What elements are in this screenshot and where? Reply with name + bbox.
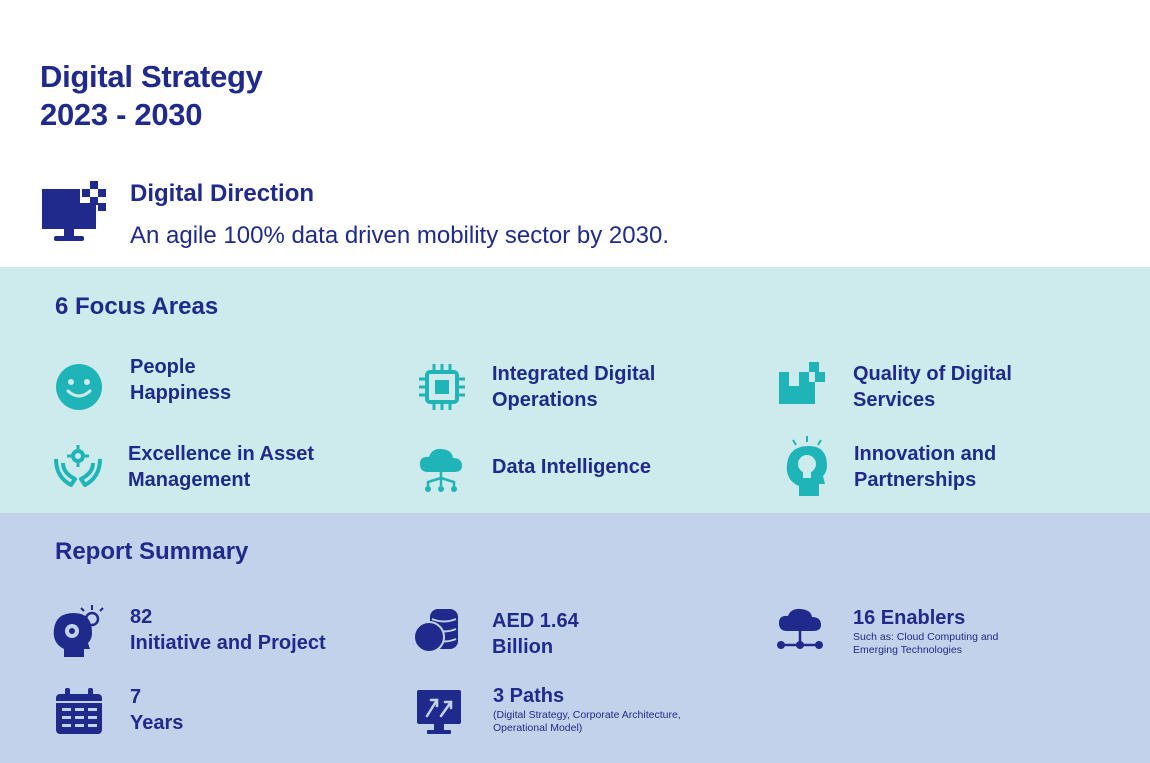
chip-icon	[419, 364, 465, 410]
focus-item-data-intelligence: Data Intelligence	[492, 456, 651, 478]
head-gear-bulb-icon	[53, 605, 104, 657]
focus-areas-title: 6 Focus Areas	[55, 293, 219, 320]
summary-item-paths: 3 Paths (Digital Strategy, Corporate Arc…	[493, 685, 681, 734]
summary-item-initiatives: 82 Initiative and Project	[130, 606, 326, 654]
focus-item-excellence-in-asset-management: Excellence in Asset Management	[128, 443, 315, 491]
summary-item-years: 7 Years	[130, 686, 184, 734]
pixel-blocks-icon	[779, 362, 825, 404]
head-bulb-icon	[786, 436, 827, 496]
direction-text: An agile 100% data driven mobility secto…	[130, 222, 669, 249]
monitor-arrows-icon	[417, 690, 461, 734]
focus-item-quality-of-digital-services: Quality of Digital Services	[853, 363, 1012, 411]
report-summary-title: Report Summary	[55, 538, 249, 565]
calendar-icon	[56, 688, 102, 734]
report-summary-section	[0, 513, 1150, 763]
focus-item-people-happiness: People Happiness	[130, 356, 232, 404]
hands-gear-icon	[54, 445, 102, 487]
coins-database-icon	[413, 609, 458, 653]
cloud-network-icon	[420, 448, 462, 492]
focus-item-integrated-digital-operations: Integrated Digital Operations	[492, 363, 656, 411]
monitor-pixels-icon	[42, 181, 106, 241]
smiley-icon	[56, 364, 102, 410]
direction-heading: Digital Direction	[130, 180, 315, 207]
page-title-line2: 2023 - 2030	[40, 97, 203, 132]
summary-item-enablers: 16 Enablers Such as: Cloud Computing and…	[853, 607, 999, 656]
cloud-nodes-icon	[777, 608, 823, 649]
focus-areas-section	[0, 267, 1150, 513]
page-title-line1: Digital Strategy	[40, 59, 263, 94]
summary-item-budget: AED 1.64 Billion	[492, 610, 579, 658]
focus-item-innovation-and-partnerships: Innovation and Partnerships	[854, 443, 997, 491]
